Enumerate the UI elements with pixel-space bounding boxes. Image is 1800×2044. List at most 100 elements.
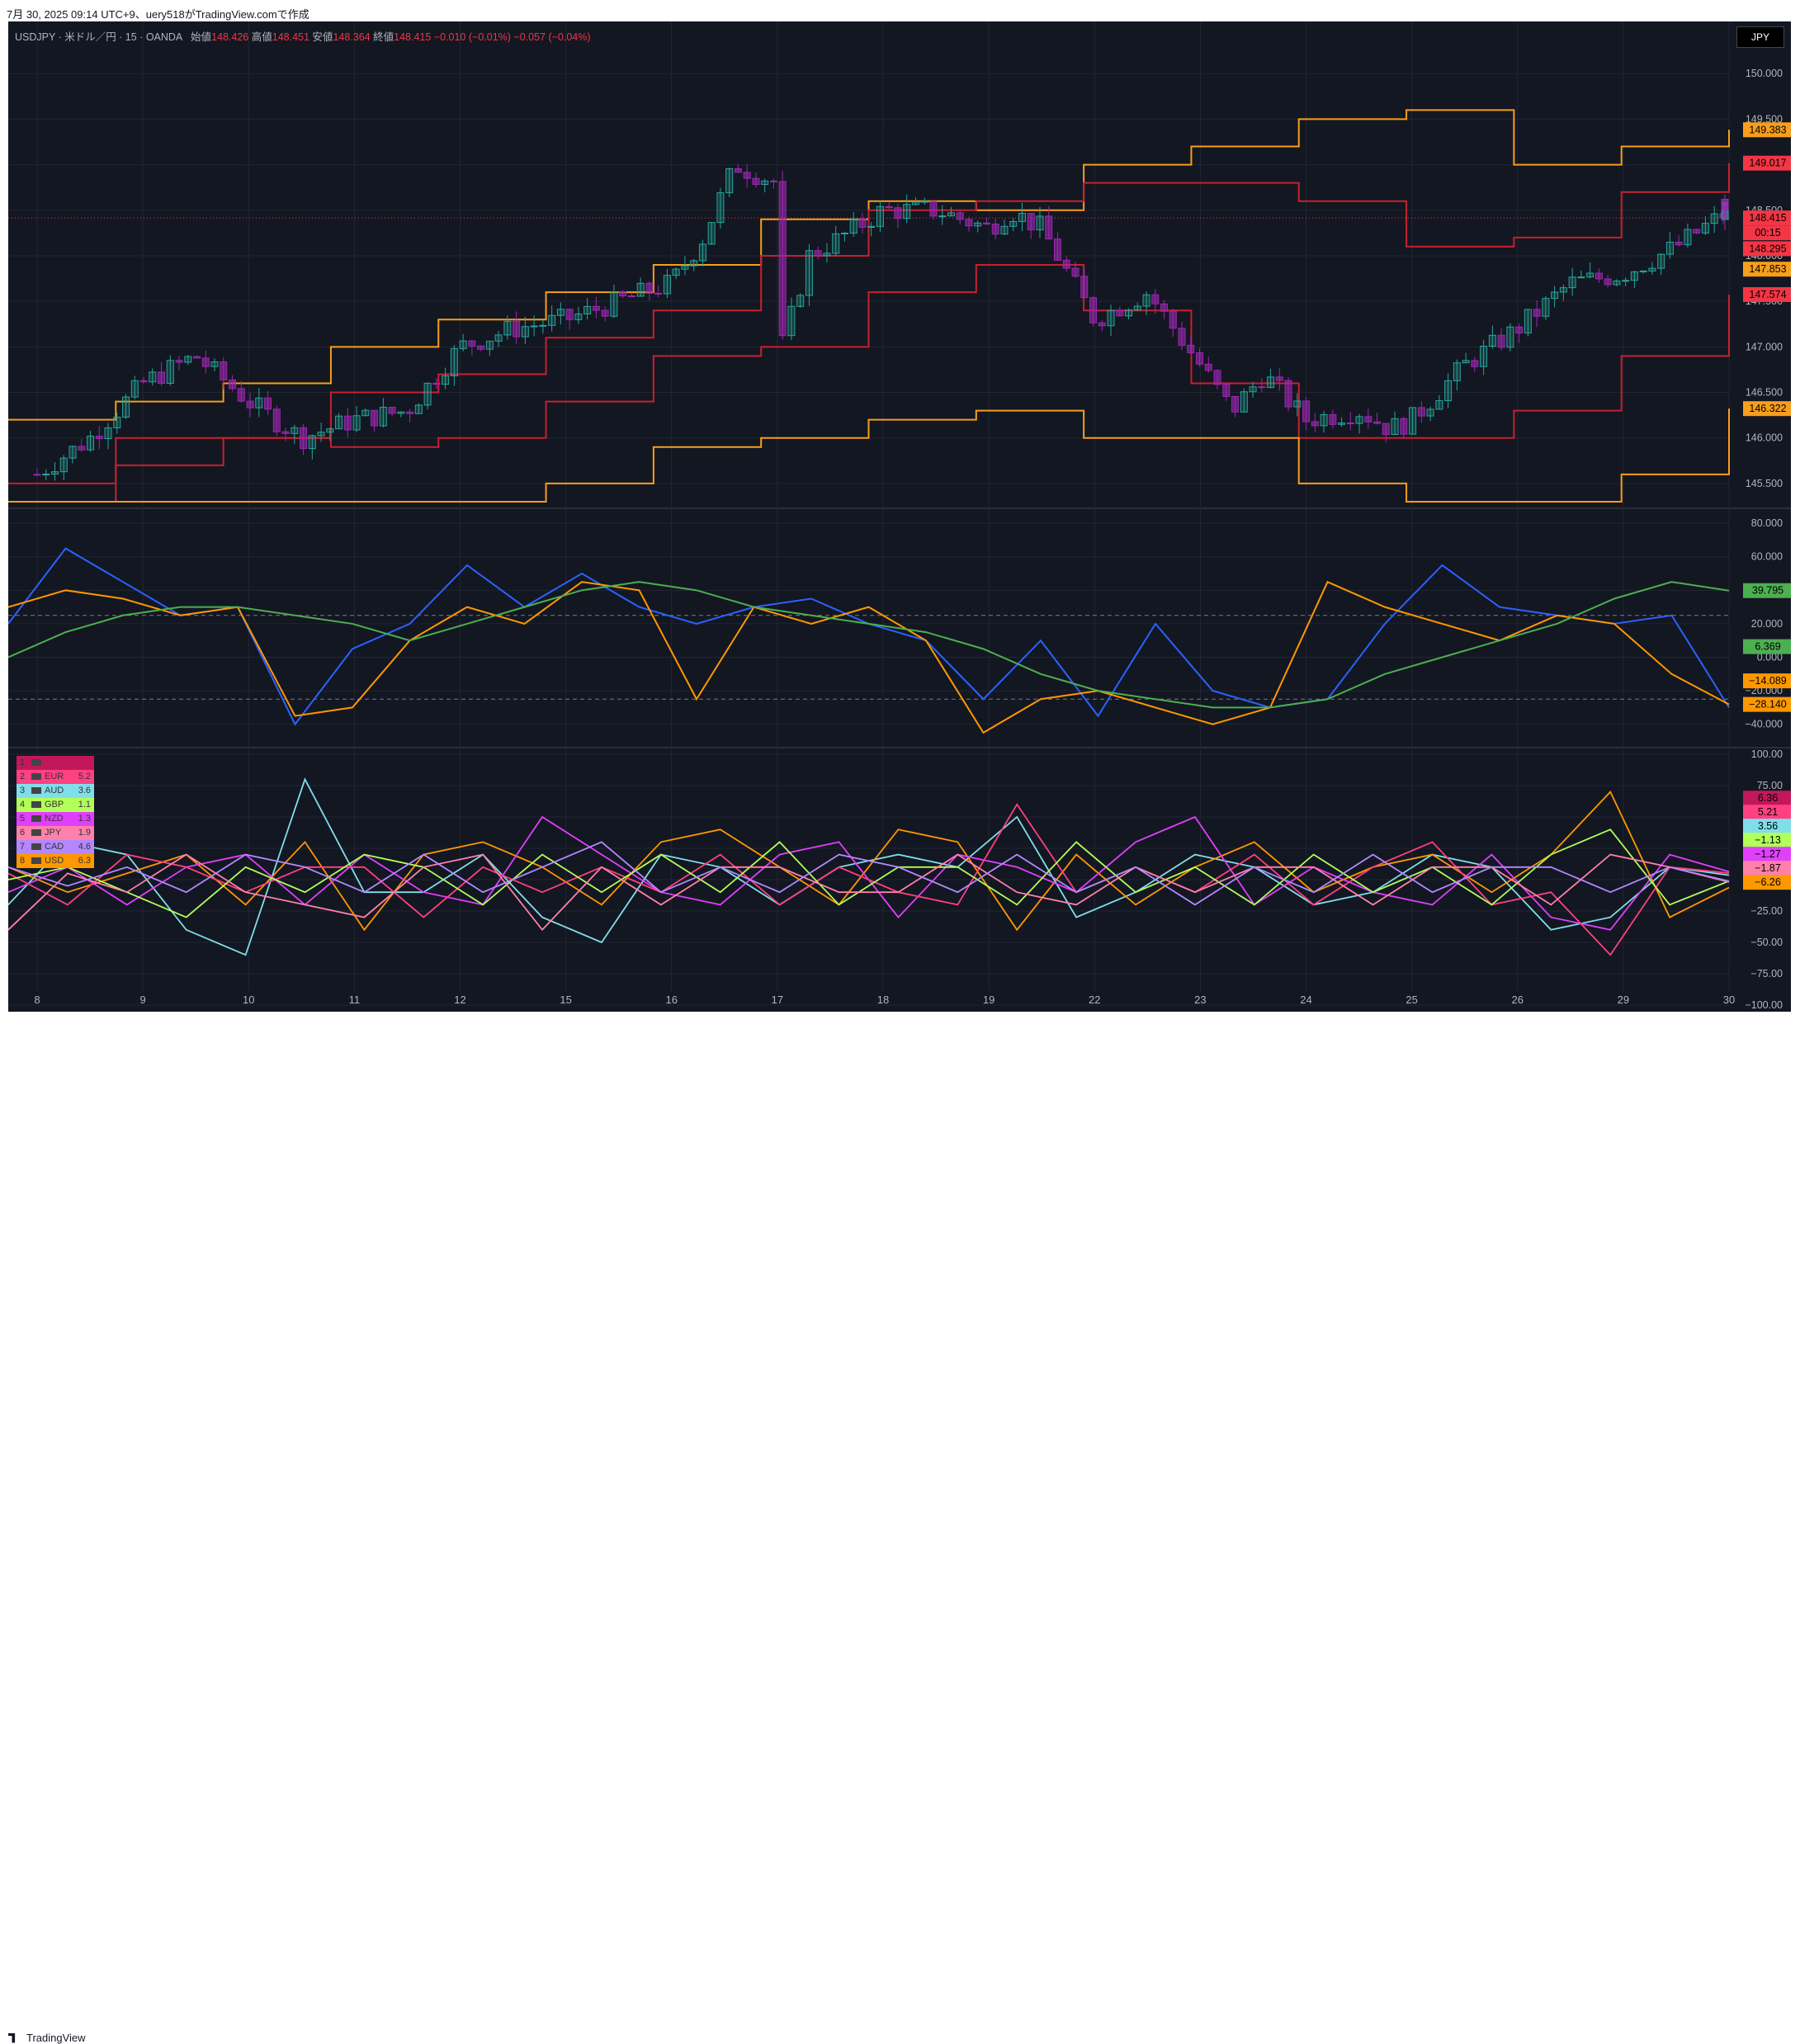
candle-body	[246, 400, 254, 408]
axis-price-label-bg	[1743, 696, 1791, 712]
candle-body	[1169, 310, 1177, 329]
axis-price-label: 147.574	[1749, 289, 1786, 300]
candle-body	[1382, 422, 1390, 436]
low-value: 148.364	[333, 31, 371, 43]
currency-badge[interactable]: JPY	[1736, 26, 1784, 48]
candle-body	[371, 409, 379, 427]
candle-body	[805, 250, 813, 296]
candle-body	[317, 432, 325, 437]
x-tick-label: 22	[1089, 994, 1100, 1006]
candle-body	[1204, 363, 1212, 371]
symbol-name[interactable]: USDJPY · 米ドル／円 · 15 · OANDA	[15, 31, 182, 43]
tradingview-icon	[8, 2032, 16, 2043]
x-tick-label: 8	[34, 994, 40, 1006]
legend-index: 8	[20, 856, 26, 866]
flag-icon	[31, 801, 41, 808]
candle-body	[1054, 238, 1062, 261]
candle-body	[308, 435, 316, 450]
candle-body	[1293, 400, 1302, 408]
legend-value	[73, 756, 91, 770]
footer: TradingView	[0, 1012, 1800, 2044]
candle-body	[1462, 360, 1470, 364]
candle-body	[326, 428, 334, 433]
candle-body	[1000, 225, 1009, 235]
candle-body	[149, 371, 157, 383]
candle-body	[69, 446, 77, 459]
candle-body	[477, 345, 485, 350]
candle-body	[468, 340, 476, 347]
x-tick-label: 16	[666, 994, 678, 1006]
legend-value: 1.3	[78, 814, 91, 824]
y-tick-label: 60.000	[1751, 551, 1783, 563]
top-bar: 7月 30, 2025 09:14 UTC+9、uery518がTradingV…	[0, 0, 1800, 21]
candle-body	[1231, 395, 1240, 413]
candle-body	[166, 360, 174, 385]
axis-price-label: −1.27	[1755, 848, 1781, 860]
y-tick-label: 80.000	[1751, 517, 1783, 529]
candle-body	[690, 260, 698, 267]
legend-value: 4.6	[78, 842, 91, 852]
candle-body	[423, 382, 432, 406]
legend-row: 6 JPY 1.9	[17, 826, 94, 840]
candle-body	[87, 436, 95, 451]
candle-body	[991, 223, 999, 235]
axis-price-label-bg	[1743, 819, 1791, 834]
flag-icon	[31, 759, 41, 766]
candle-body	[1604, 278, 1612, 286]
candle-body	[920, 201, 928, 203]
legend-currency: EUR	[45, 772, 64, 781]
candle-body	[397, 411, 405, 414]
axis-price-label-bg	[1743, 847, 1791, 862]
candle-body	[663, 275, 671, 295]
open-value: 148.426	[211, 31, 249, 43]
candle-body	[583, 305, 592, 314]
axis-price-label: −14.089	[1749, 675, 1787, 687]
close-value: 148.415	[394, 31, 432, 43]
candle-body	[78, 446, 86, 451]
candle-body	[1187, 344, 1195, 354]
candle-body	[956, 212, 964, 220]
axis-price-label: 3.56	[1758, 820, 1778, 832]
symbol-info: USDJPY · 米ドル／円 · 15 · OANDA 始値148.426 高値…	[15, 28, 591, 44]
candle-body	[1693, 229, 1701, 234]
chart-area[interactable]: 8 9 10 11 12 15 16 17 18 19 22 23 24 25 26 29 30 150.000 1…	[8, 21, 1791, 1012]
candle-body	[1125, 309, 1133, 317]
candle-body	[1515, 326, 1524, 334]
candle-body	[1648, 267, 1656, 271]
candle-body	[1302, 400, 1311, 422]
strength-line	[8, 815, 1730, 931]
change-value: −0.010 (−0.01%)	[433, 31, 511, 43]
axis-price-label-bg	[1743, 791, 1791, 806]
candle-body	[619, 291, 627, 297]
axis-price-label: 149.017	[1749, 158, 1786, 169]
candle-body	[361, 409, 370, 417]
open-label: 始値	[191, 31, 212, 43]
candle-body	[627, 295, 635, 298]
axis-price-label: −1.13	[1755, 834, 1781, 846]
candle-body	[51, 471, 59, 475]
candle-body	[894, 207, 902, 220]
chart-canvas[interactable]: 8 9 10 11 12 15 16 17 18 19 22 23 24 25 26 29 30150.0001…	[8, 21, 1791, 1012]
candle-body	[300, 427, 308, 450]
candle-body	[1107, 309, 1115, 327]
legend-row: 4 GBP 1.1	[17, 798, 94, 812]
candle-body	[193, 356, 201, 359]
candle-body	[787, 305, 796, 337]
legend-currency: JPY	[45, 828, 62, 838]
tradingview-logo[interactable]: TradingView	[8, 2032, 86, 2044]
x-tick-label: 15	[560, 994, 571, 1006]
candle-body	[1488, 334, 1496, 347]
candle-body	[442, 375, 450, 385]
candle-body	[1338, 422, 1346, 425]
candle-body	[503, 320, 512, 336]
y-tick-label: 145.500	[1746, 478, 1783, 489]
candle-body	[1133, 305, 1141, 311]
candle-body	[352, 415, 361, 431]
candle-body	[903, 204, 911, 220]
high-value: 148.451	[272, 31, 309, 43]
created-text: 7月 30, 2025 09:14 UTC+9、uery518がTradingV…	[7, 8, 309, 21]
axis-price-label-bg	[1743, 861, 1791, 876]
candle-body	[379, 407, 387, 427]
candle-body	[264, 397, 272, 410]
axis-price-label-bg	[1743, 401, 1791, 417]
